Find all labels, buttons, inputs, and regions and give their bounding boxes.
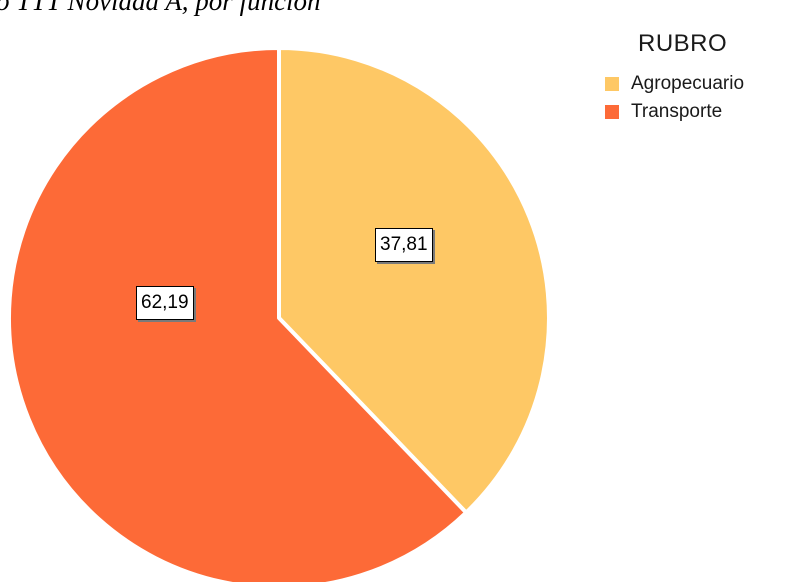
page-title: o TTT Novidad A, por función xyxy=(0,0,321,16)
legend-title: RUBRO xyxy=(638,30,728,57)
legend: RUBRO Agropecuario Transporte xyxy=(600,30,744,126)
pie-slices xyxy=(7,46,551,582)
pie-slice-transporte xyxy=(7,46,469,582)
legend-item-agropecuario: Agropecuario xyxy=(600,70,744,98)
legend-items: Agropecuario Transporte xyxy=(600,70,744,126)
legend-swatch xyxy=(605,105,619,119)
data-label-agropecuario: 37,81 xyxy=(375,228,433,262)
data-label-transporte: 62,19 xyxy=(136,286,194,320)
legend-item-transporte: Transporte xyxy=(600,98,744,126)
legend-swatch xyxy=(605,77,619,91)
pie-slice-agropecuario xyxy=(277,46,551,515)
legend-label: Agropecuario xyxy=(631,73,745,94)
legend-label: Transporte xyxy=(631,101,723,122)
